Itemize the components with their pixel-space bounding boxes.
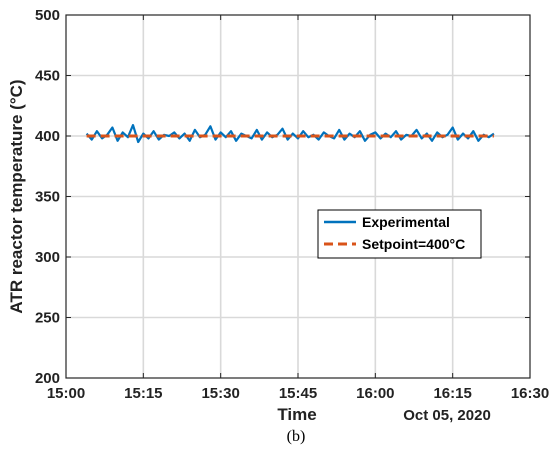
x-tick-label: 16:30 — [511, 385, 549, 402]
y-tick-label: 500 — [35, 7, 60, 24]
legend: Experimental Setpoint=400°C — [317, 209, 482, 259]
y-tick-label: 350 — [35, 189, 60, 206]
x-tick-label: 16:15 — [433, 385, 471, 402]
panel-label: (b) — [287, 428, 306, 445]
date-label: Oct 05, 2020 — [403, 407, 491, 424]
y-axis-label: ATR reactor temperature (°C) — [7, 79, 26, 313]
tick-labels: 15:00 15:15 15:30 15:45 16:00 16:15 16:30 200 25… — [35, 7, 549, 402]
y-tick-label: 200 — [35, 370, 60, 387]
legend-label-experimental: Experimental — [362, 214, 450, 230]
x-tick-label: 15:00 — [47, 385, 85, 402]
x-tick-label: 15:15 — [124, 385, 162, 402]
y-tick-label: 400 — [35, 128, 60, 145]
x-tick-label: 15:30 — [201, 385, 239, 402]
x-tick-label: 15:45 — [279, 385, 317, 402]
x-tick-label: 16:00 — [356, 385, 394, 402]
x-axis-label: Time — [277, 405, 316, 424]
legend-box — [317, 209, 482, 259]
y-tick-label: 300 — [35, 249, 60, 266]
legend-label-setpoint: Setpoint=400°C — [362, 236, 465, 252]
series-layer — [85, 123, 495, 144]
y-tick-label: 250 — [35, 310, 60, 327]
y-tick-label: 450 — [35, 68, 60, 85]
ticks — [65, 14, 531, 379]
